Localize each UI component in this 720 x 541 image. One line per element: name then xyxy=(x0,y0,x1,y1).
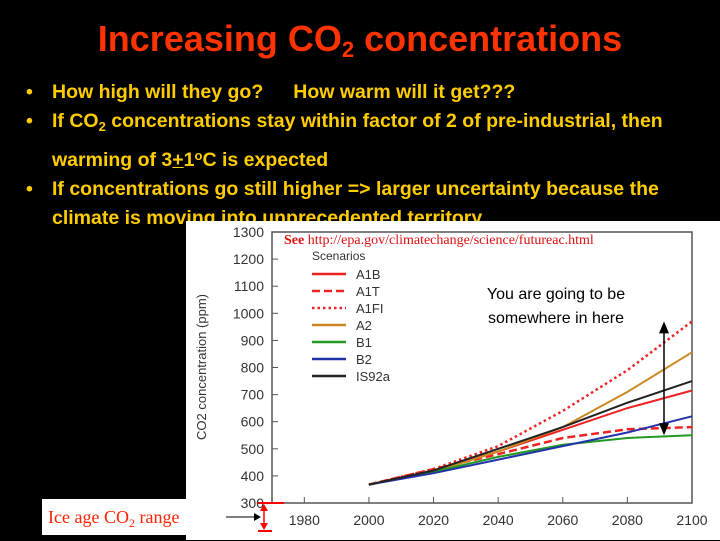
y-tick-label: 600 xyxy=(241,414,265,430)
x-tick-label: 2060 xyxy=(547,512,578,528)
x-tick-label: 2000 xyxy=(353,512,384,528)
annotation-line-2: somewhere in here xyxy=(488,310,624,327)
y-tick-label: 400 xyxy=(241,468,265,484)
y-tick-label: 1100 xyxy=(234,278,264,294)
chart-panel xyxy=(186,221,720,540)
bullet-dot-icon: • xyxy=(26,81,33,103)
legend-label-a1b: A1B xyxy=(356,267,381,282)
source-see: See xyxy=(284,233,308,248)
y-tick-label: 1000 xyxy=(233,305,264,321)
range-arrow-up-icon xyxy=(659,321,669,334)
bullet-1: • How high will they go? How warm will it… xyxy=(24,78,714,107)
y-tick-label: 900 xyxy=(241,332,265,348)
annotation-line-1: You are going to be xyxy=(487,286,625,303)
bullet-dot-icon: • xyxy=(26,178,33,200)
legend-label-a1fi: A1FI xyxy=(356,301,383,316)
x-tick-label: 1980 xyxy=(289,512,320,528)
source-url: http://epa.gov/climatechange/science/fut… xyxy=(308,233,594,248)
legend-label-a2: A2 xyxy=(356,318,372,333)
legend-label-is92a: IS92a xyxy=(356,369,391,384)
legend-label-a1t: A1T xyxy=(356,284,380,299)
range-arrow-down-icon xyxy=(659,423,669,436)
legend-title: Scenarios xyxy=(312,249,365,263)
ice-age-arrow-down-icon xyxy=(260,523,268,530)
series-line-is92a xyxy=(368,380,693,486)
ice-age-pointer-arrow-icon xyxy=(254,513,261,521)
series-line-b2 xyxy=(368,415,693,486)
source-citation: See http://epa.gov/climatechange/science… xyxy=(284,233,594,248)
x-tick-label: 2020 xyxy=(418,512,449,528)
bullet-2: • If CO2 concentrations stay within fact… xyxy=(24,107,714,175)
y-axis-label: CO2 concentration (ppm) xyxy=(194,294,209,440)
x-tick-label: 2080 xyxy=(612,512,643,528)
y-tick-label: 300 xyxy=(241,495,265,511)
legend-label-b2: B2 xyxy=(356,352,372,367)
y-tick-label: 700 xyxy=(241,387,265,403)
series-line-b1 xyxy=(368,434,693,486)
slide-title: Increasing CO2 concentrations xyxy=(97,18,623,62)
y-tick-label: 500 xyxy=(241,441,265,457)
y-tick-label: 1300 xyxy=(233,224,264,240)
ice-age-label: Ice age CO2 range xyxy=(42,499,225,535)
ice-age-arrow-up-icon xyxy=(260,504,268,511)
legend-label-b1: B1 xyxy=(356,335,372,350)
bullet-dot-icon: • xyxy=(26,110,33,132)
series-line-a1fi xyxy=(368,320,693,486)
x-tick-label: 2040 xyxy=(483,512,514,528)
y-tick-label: 800 xyxy=(241,360,265,376)
x-tick-label: 2100 xyxy=(676,512,707,528)
y-tick-label: 1200 xyxy=(233,251,264,267)
